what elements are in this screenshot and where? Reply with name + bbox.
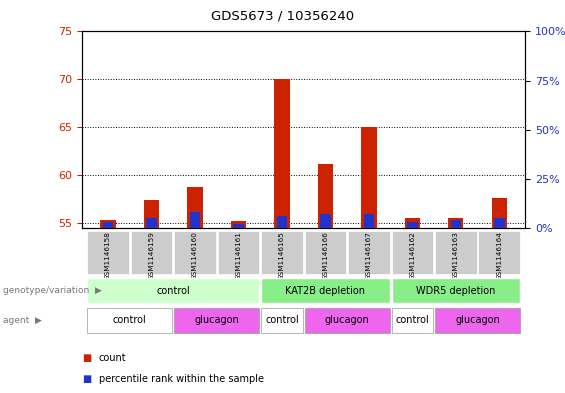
Bar — [144, 200, 159, 228]
Bar — [305, 231, 346, 274]
Text: GSM1146167: GSM1146167 — [366, 231, 372, 280]
Bar — [218, 231, 259, 274]
Bar — [190, 212, 201, 228]
Bar — [174, 308, 259, 332]
Bar — [492, 198, 507, 228]
Text: GSM1146164: GSM1146164 — [497, 231, 502, 280]
Bar — [174, 231, 216, 274]
Bar — [261, 278, 390, 303]
Text: count: count — [99, 353, 127, 363]
Bar — [361, 127, 376, 228]
Bar — [103, 222, 114, 228]
Text: control: control — [157, 286, 190, 296]
Bar — [87, 278, 259, 303]
Bar — [233, 224, 244, 228]
Bar — [188, 187, 203, 228]
Bar — [131, 231, 172, 274]
Bar — [448, 219, 463, 228]
Text: agent  ▶: agent ▶ — [3, 316, 42, 325]
Text: KAT2B depletion: KAT2B depletion — [285, 286, 366, 296]
Text: GSM1146158: GSM1146158 — [105, 231, 111, 280]
Text: GSM1146163: GSM1146163 — [453, 231, 459, 280]
Text: GDS5673 / 10356240: GDS5673 / 10356240 — [211, 10, 354, 23]
Text: glucagon: glucagon — [325, 315, 370, 325]
Bar — [275, 79, 289, 228]
Text: GSM1146162: GSM1146162 — [410, 231, 415, 280]
Bar — [146, 218, 157, 228]
Text: control: control — [113, 315, 147, 325]
Text: WDR5 depletion: WDR5 depletion — [416, 286, 496, 296]
Text: ■: ■ — [82, 353, 91, 363]
Bar — [405, 219, 420, 228]
Bar — [392, 278, 520, 303]
Text: GSM1146166: GSM1146166 — [323, 231, 328, 280]
Bar — [261, 308, 303, 332]
Text: GSM1146165: GSM1146165 — [279, 231, 285, 280]
Bar — [318, 164, 333, 228]
Text: control: control — [265, 315, 299, 325]
Bar — [407, 222, 418, 228]
Bar — [479, 231, 520, 274]
Text: percentile rank within the sample: percentile rank within the sample — [99, 374, 264, 384]
Text: control: control — [396, 315, 429, 325]
Bar — [231, 221, 246, 228]
Text: ■: ■ — [82, 374, 91, 384]
Bar — [87, 231, 129, 274]
Text: GSM1146159: GSM1146159 — [149, 231, 154, 280]
Text: glucagon: glucagon — [194, 315, 239, 325]
Text: glucagon: glucagon — [455, 315, 500, 325]
Bar — [494, 218, 505, 228]
Bar — [320, 214, 331, 228]
Bar — [305, 308, 390, 332]
Text: GSM1146160: GSM1146160 — [192, 231, 198, 280]
Bar — [277, 216, 287, 228]
Text: genotype/variation  ▶: genotype/variation ▶ — [3, 286, 102, 295]
Bar — [87, 308, 172, 332]
Bar — [261, 231, 303, 274]
Bar — [101, 220, 116, 228]
Bar — [364, 214, 374, 228]
Bar — [435, 308, 520, 332]
Bar — [392, 308, 433, 332]
Bar — [450, 220, 461, 228]
Bar — [348, 231, 390, 274]
Bar — [435, 231, 477, 274]
Text: GSM1146161: GSM1146161 — [236, 231, 241, 280]
Bar — [392, 231, 433, 274]
